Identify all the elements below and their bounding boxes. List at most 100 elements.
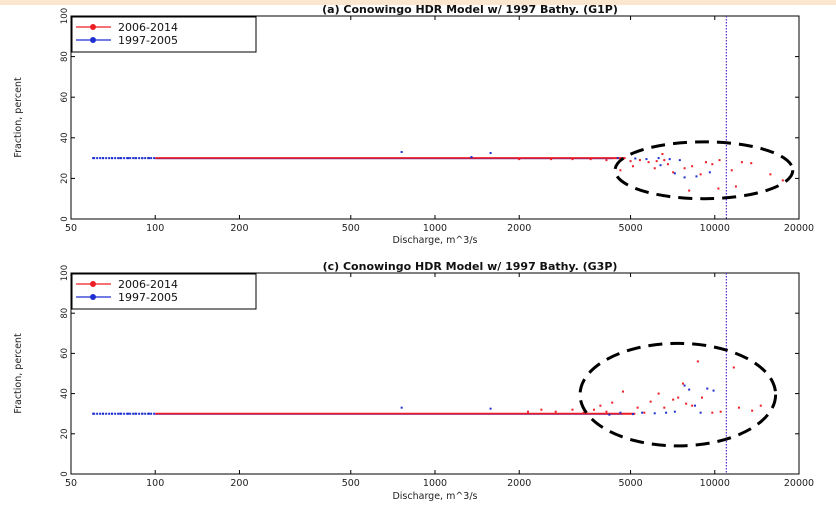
chart-a-point-1997-2005: [101, 157, 104, 160]
chart-a-point-2006-2014: [589, 158, 592, 161]
chart-a-point-1997-2005: [668, 158, 671, 161]
chart-c-point-2006-2014: [711, 411, 714, 414]
chart-a-point-1997-2005: [616, 157, 619, 160]
chart-c-highlight-ellipse: [578, 341, 778, 448]
chart-c-point-2006-2014: [636, 406, 639, 409]
chart-c-xtick-label: 1000: [423, 478, 447, 489]
chart-c-point-2006-2014: [685, 402, 688, 405]
chart-c-point-2006-2014: [719, 410, 722, 413]
chart-a-point-2006-2014: [518, 158, 521, 161]
chart-c-point-1997-2005: [147, 412, 150, 415]
chart-a-legend-marker: [90, 24, 96, 30]
chart-c-point-1997-2005: [694, 404, 697, 407]
chart-c-point-1997-2005: [673, 410, 676, 413]
chart-c-point-2006-2014: [605, 410, 608, 413]
chart-c-title: (c) Conowingo HDR Model w/ 1997 Bathy. (…: [323, 260, 618, 273]
chart-c-point-2006-2014: [691, 404, 694, 407]
chart-a-point-1997-2005: [489, 152, 492, 155]
chart-a-point-1997-2005: [708, 171, 711, 174]
chart-c-point-1997-2005: [608, 413, 611, 416]
chart-a-ylabel: Fraction, percent: [13, 77, 24, 158]
chart-a-point-2006-2014: [750, 162, 753, 165]
chart-a-xlabel: Discharge, m^3/s: [392, 235, 477, 246]
chart-a-point-2006-2014: [666, 163, 669, 166]
chart-c-xtick-label: 2000: [507, 478, 531, 489]
chart-a-point-2006-2014: [711, 163, 714, 166]
chart-a-legend-label: 2006-2014: [118, 21, 178, 34]
chart-c-ytick-label: 60: [60, 348, 70, 359]
chart-c-point-2006-2014: [672, 398, 675, 401]
chart-a-point-1997-2005: [673, 172, 676, 175]
chart-a-point-2006-2014: [653, 167, 656, 170]
chart-c-point-2006-2014: [571, 408, 574, 411]
chart-a-point-1997-2005: [400, 151, 403, 154]
chart-a-title: (a) Conowingo HDR Model w/ 1997 Bathy. (…: [322, 3, 618, 16]
chart-c-point-1997-2005: [110, 412, 113, 415]
chart-a-point-2006-2014: [571, 158, 574, 161]
chart-a: (a) Conowingo HDR Model w/ 1997 Bathy. (…: [13, 3, 814, 246]
chart-a-point-1997-2005: [127, 157, 130, 160]
chart-c-point-1997-2005: [699, 411, 702, 414]
chart-c-ytick-label: 100: [60, 265, 70, 281]
chart-c-xtick-label: 200: [230, 478, 248, 489]
chart-a-point-1997-2005: [678, 159, 681, 162]
chart-c-legend-marker: [90, 294, 96, 300]
chart-a-point-2006-2014: [647, 161, 650, 164]
chart-c-point-2006-2014: [611, 401, 614, 404]
chart-c-point-2006-2014: [643, 411, 646, 414]
chart-c-point-2006-2014: [663, 406, 666, 409]
chart-a-point-2006-2014: [631, 165, 634, 168]
chart-a-point-1997-2005: [645, 158, 648, 161]
chart-a-point-2006-2014: [663, 159, 666, 162]
chart-a-legend-marker: [90, 37, 96, 43]
chart-c-point-2006-2014: [554, 410, 557, 413]
chart-c-point-1997-2005: [119, 412, 122, 415]
chart-a-xtick-label: 500: [342, 223, 360, 234]
chart-c-xtick-label: 5000: [618, 478, 642, 489]
chart-a-xtick-label: 50: [65, 223, 77, 234]
chart-c-point-1997-2005: [619, 411, 622, 414]
chart-a-point-2006-2014: [691, 165, 694, 168]
chart-c-point-2006-2014: [759, 404, 762, 407]
chart-c-xtick-label: 10000: [700, 478, 730, 489]
chart-c-point-1997-2005: [400, 406, 403, 409]
chart-c-point-1997-2005: [706, 387, 709, 390]
chart-c-point-2006-2014: [540, 408, 543, 411]
chart-a-point-2006-2014: [717, 187, 720, 190]
chart-a-point-2006-2014: [688, 189, 691, 192]
chart-c-legend-box: [71, 273, 257, 310]
chart-c-xtick-label: 50: [65, 478, 77, 489]
chart-c-point-1997-2005: [92, 412, 95, 415]
chart-a-point-1997-2005: [141, 157, 144, 160]
chart-a-point-2006-2014: [672, 171, 675, 174]
chart-c-point-1997-2005: [134, 412, 137, 415]
chart-a-ytick-label: 100: [60, 8, 70, 24]
chart-c-legend-label: 1997-2005: [118, 291, 178, 304]
chart-a-point-2006-2014: [638, 159, 641, 162]
chart-c-xtick-label: 20000: [784, 478, 814, 489]
chart-c-xlabel: Discharge, m^3/s: [392, 491, 477, 502]
chart-a-point-1997-2005: [110, 157, 113, 160]
chart-a-xtick-label: 5000: [618, 223, 642, 234]
chart-c-point-1997-2005: [712, 389, 715, 392]
chart-a-ytick-label: 80: [60, 51, 70, 62]
chart-a-point-1997-2005: [134, 157, 137, 160]
chart-a-ytick-label: 0: [60, 216, 70, 221]
chart-c-ylabel: Fraction, percent: [13, 333, 24, 414]
chart-a-legend-label: 1997-2005: [118, 34, 178, 47]
chart-a-point-2006-2014: [683, 167, 686, 170]
chart-a-point-2006-2014: [730, 169, 733, 172]
chart-a-point-2006-2014: [781, 179, 784, 182]
chart-a-xtick-label: 200: [230, 223, 248, 234]
chart-c-xtick-label: 100: [146, 478, 164, 489]
chart-c-ytick-label: 40: [60, 388, 70, 399]
chart-a-point-1997-2005: [657, 157, 660, 160]
chart-c-point-2006-2014: [582, 411, 585, 414]
chart-c-ytick-label: 0: [60, 471, 70, 476]
chart-c-point-1997-2005: [688, 388, 691, 391]
chart-c-point-2006-2014: [751, 409, 754, 412]
chart-c-point-2006-2014: [599, 404, 602, 407]
chart-c-point-2006-2014: [657, 392, 660, 395]
chart-c-point-1997-2005: [653, 412, 656, 415]
